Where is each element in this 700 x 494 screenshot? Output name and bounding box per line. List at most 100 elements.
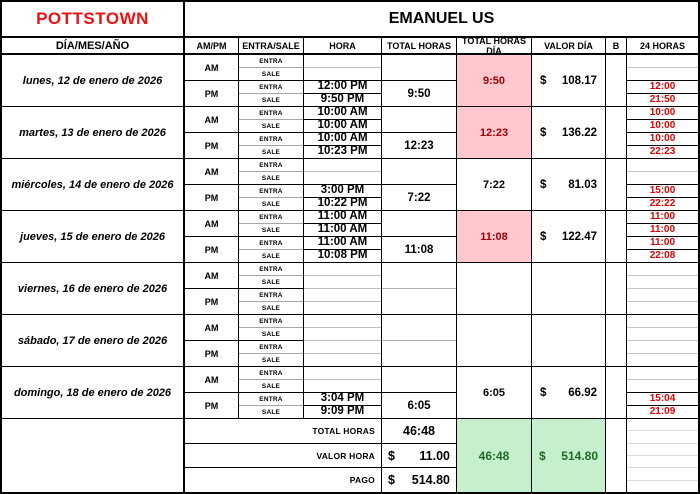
total-horas-am-cell: [382, 107, 456, 132]
entra-label: ENTRA: [259, 213, 283, 221]
total-horas-column: 7:22: [382, 159, 457, 210]
total-horas-am-cell: [382, 159, 456, 184]
day-row: miércoles, 14 de enero de 2026 AM PM ENT…: [2, 159, 698, 211]
grand-total-horas-cell: 46:48: [457, 419, 532, 492]
day-row: domingo, 18 de enero de 2026 AM PM ENTRA…: [2, 367, 698, 419]
hora-column: 3:04 PM 9:09 PM: [304, 367, 382, 418]
valor-dia-cell: $ 81.03: [532, 159, 606, 210]
h24-column: 12:00 21:50: [627, 55, 698, 106]
currency-sign: $: [388, 473, 395, 488]
valor-dia-cell: $ 108.17: [532, 55, 606, 106]
empty-24h-cell: [627, 442, 698, 455]
total-horas-column: [382, 263, 457, 314]
entra-label: ENTRA: [259, 57, 283, 65]
h24-cell: 10:00: [627, 132, 698, 145]
h24-cell: [627, 55, 698, 67]
valor-dia-cell: $ 136.22: [532, 107, 606, 158]
col-header-24-horas: 24 HORAS: [639, 40, 685, 51]
h24-column: 15:04 21:09: [627, 367, 698, 418]
b-cell: [606, 159, 627, 210]
pago-label: PAGO: [185, 467, 381, 492]
h24-cell: [627, 171, 698, 184]
sale-label: SALE: [239, 301, 303, 314]
pm-cell: PM: [204, 400, 219, 411]
footer-labels: TOTAL HORAS VALOR HORA PAGO: [185, 419, 382, 492]
h24-cell: [627, 353, 698, 366]
sale-label: SALE: [239, 197, 303, 210]
sale-label: SALE: [239, 275, 303, 288]
h24-cell: [627, 315, 698, 327]
empty-24h-cell: [627, 430, 698, 442]
hora-am-sale-cell: [304, 327, 381, 340]
am-cell: AM: [185, 263, 238, 289]
sale-label: SALE: [239, 223, 303, 236]
h24-cell: [627, 340, 698, 353]
amount: 81.03: [568, 178, 597, 191]
currency-sign: $: [540, 74, 547, 87]
h24-column: 15:00 22:22: [627, 159, 698, 210]
total-horas-pm-cell: [382, 340, 456, 366]
b-cell: [606, 367, 627, 418]
am-cell: AM: [185, 159, 238, 185]
total-horas-pm-cell: 9:50: [382, 80, 456, 106]
h24-cell: [627, 67, 698, 80]
hora-am-entra-cell: [304, 315, 381, 327]
hora-pm-sale-cell: [304, 301, 381, 314]
date-cell: miércoles, 14 de enero de 2026: [2, 159, 185, 210]
sale-label: SALE: [239, 249, 303, 262]
col-header-valor-dia: VALOR DÍA: [532, 38, 606, 53]
amount: 11.00: [419, 448, 450, 463]
entra-sale-column: ENTRA SALE ENTRA SALE: [239, 263, 304, 314]
hora-pm-entra-cell: 3:04 PM: [304, 392, 381, 405]
total-horas-dia-cell: [457, 315, 532, 366]
h24-cell: 12:00: [627, 80, 698, 93]
entra-sale-column: ENTRA SALE ENTRA SALE: [239, 107, 304, 158]
hora-column: [304, 263, 382, 314]
total-horas-pm-cell: 7:22: [382, 184, 456, 210]
h24-cell: 11:00: [627, 236, 698, 249]
entra-label: ENTRA: [259, 161, 283, 169]
amount: 136.22: [561, 126, 597, 139]
b-cell: [606, 315, 627, 366]
hora-am-entra-cell: [304, 367, 381, 379]
date-cell: martes, 13 de enero de 2026: [2, 107, 185, 158]
hora-column: 12:00 PM 9:50 PM: [304, 55, 382, 106]
b-cell: [606, 55, 627, 106]
hora-am-sale-cell: 11:00 AM: [304, 223, 381, 236]
total-horas-am-cell: [382, 211, 456, 236]
total-horas-am-cell: [382, 263, 456, 288]
sale-label: SALE: [239, 353, 303, 366]
hora-column: 11:00 AM 11:00 AM 11:00 AM 10:08 PM: [304, 211, 382, 262]
total-horas-dia-cell: 11:08: [457, 211, 532, 262]
valor-hora-label: VALOR HORA: [185, 442, 381, 468]
sale-label: SALE: [239, 379, 303, 392]
entra-label: ENTRA: [239, 288, 303, 301]
total-horas-column: 11:08: [382, 211, 457, 262]
location-title: POTTSTOWN: [2, 2, 185, 36]
entra-sale-column: ENTRA SALE ENTRA SALE: [239, 367, 304, 418]
h24-cell: [627, 301, 698, 314]
entra-label: ENTRA: [239, 184, 303, 197]
day-row: jueves, 15 de enero de 2026 AM PM ENTRA …: [2, 211, 698, 263]
total-horas-pm-cell: 11:08: [382, 236, 456, 262]
total-horas-column: 6:05: [382, 367, 457, 418]
entra-sale-column: ENTRA SALE ENTRA SALE: [239, 211, 304, 262]
date-cell: jueves, 15 de enero de 2026: [2, 211, 185, 262]
ampm-column: AM PM: [185, 367, 239, 418]
col-header-hora: HORA: [304, 38, 382, 53]
top-header-row: POTTSTOWN EMANUEL US: [2, 2, 698, 38]
date-cell: domingo, 18 de enero de 2026: [2, 367, 185, 418]
ampm-column: AM PM: [185, 107, 239, 158]
ampm-column: AM PM: [185, 55, 239, 106]
h24-cell: 11:00: [627, 223, 698, 236]
h24-column: [627, 315, 698, 366]
entra-label: ENTRA: [239, 340, 303, 353]
h24-cell: 11:00: [649, 211, 676, 222]
pm-cell: PM: [204, 192, 219, 203]
empty-24h-cell: [627, 419, 698, 430]
grand-pago-cell: $ 514.80: [532, 419, 606, 492]
total-horas-label: TOTAL HORAS: [312, 425, 375, 436]
total-horas-column: 9:50: [382, 55, 457, 106]
h24-cell: 15:00: [627, 184, 698, 197]
h24-column: [627, 263, 698, 314]
